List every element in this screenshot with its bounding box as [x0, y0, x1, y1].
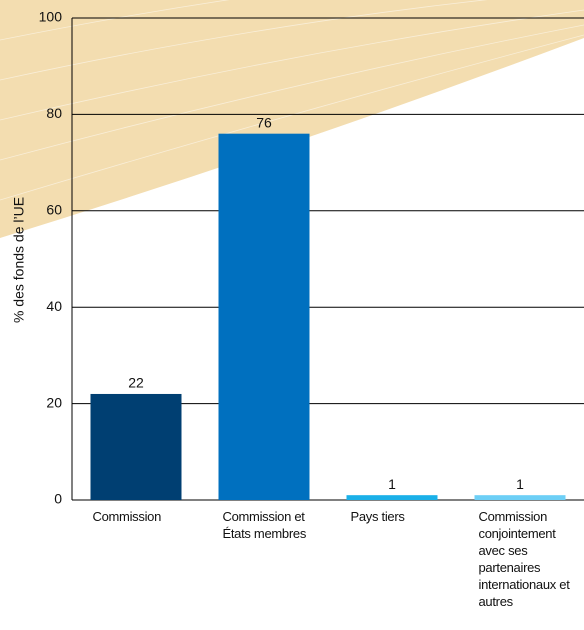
y-tick-label: 80 [46, 105, 62, 121]
y-tick-label: 40 [46, 298, 62, 314]
x-tick-label: Commission conjointement avec ses parten… [479, 508, 579, 610]
y-tick-label: 60 [46, 202, 62, 218]
bar [347, 495, 438, 500]
y-tick-label: 100 [39, 9, 63, 25]
x-tick-label: Commission [93, 508, 193, 525]
value-label: 76 [256, 114, 272, 130]
y-tick-label: 0 [54, 491, 62, 507]
y-tick-label: 20 [46, 394, 62, 410]
value-label: 1 [516, 476, 524, 492]
y-axis-label: % des fonds de l’UE [11, 197, 27, 323]
x-tick-label: Commission et États membres [223, 508, 323, 542]
value-label: 1 [388, 476, 396, 492]
value-label: 22 [128, 375, 144, 391]
bar [91, 394, 182, 500]
x-tick-label: Pays tiers [351, 508, 451, 525]
bar [219, 134, 310, 500]
page: % des fonds de l’UE 0 20 40 60 80 100 22 76 1 1 C… [0, 0, 584, 630]
bar [475, 495, 566, 500]
